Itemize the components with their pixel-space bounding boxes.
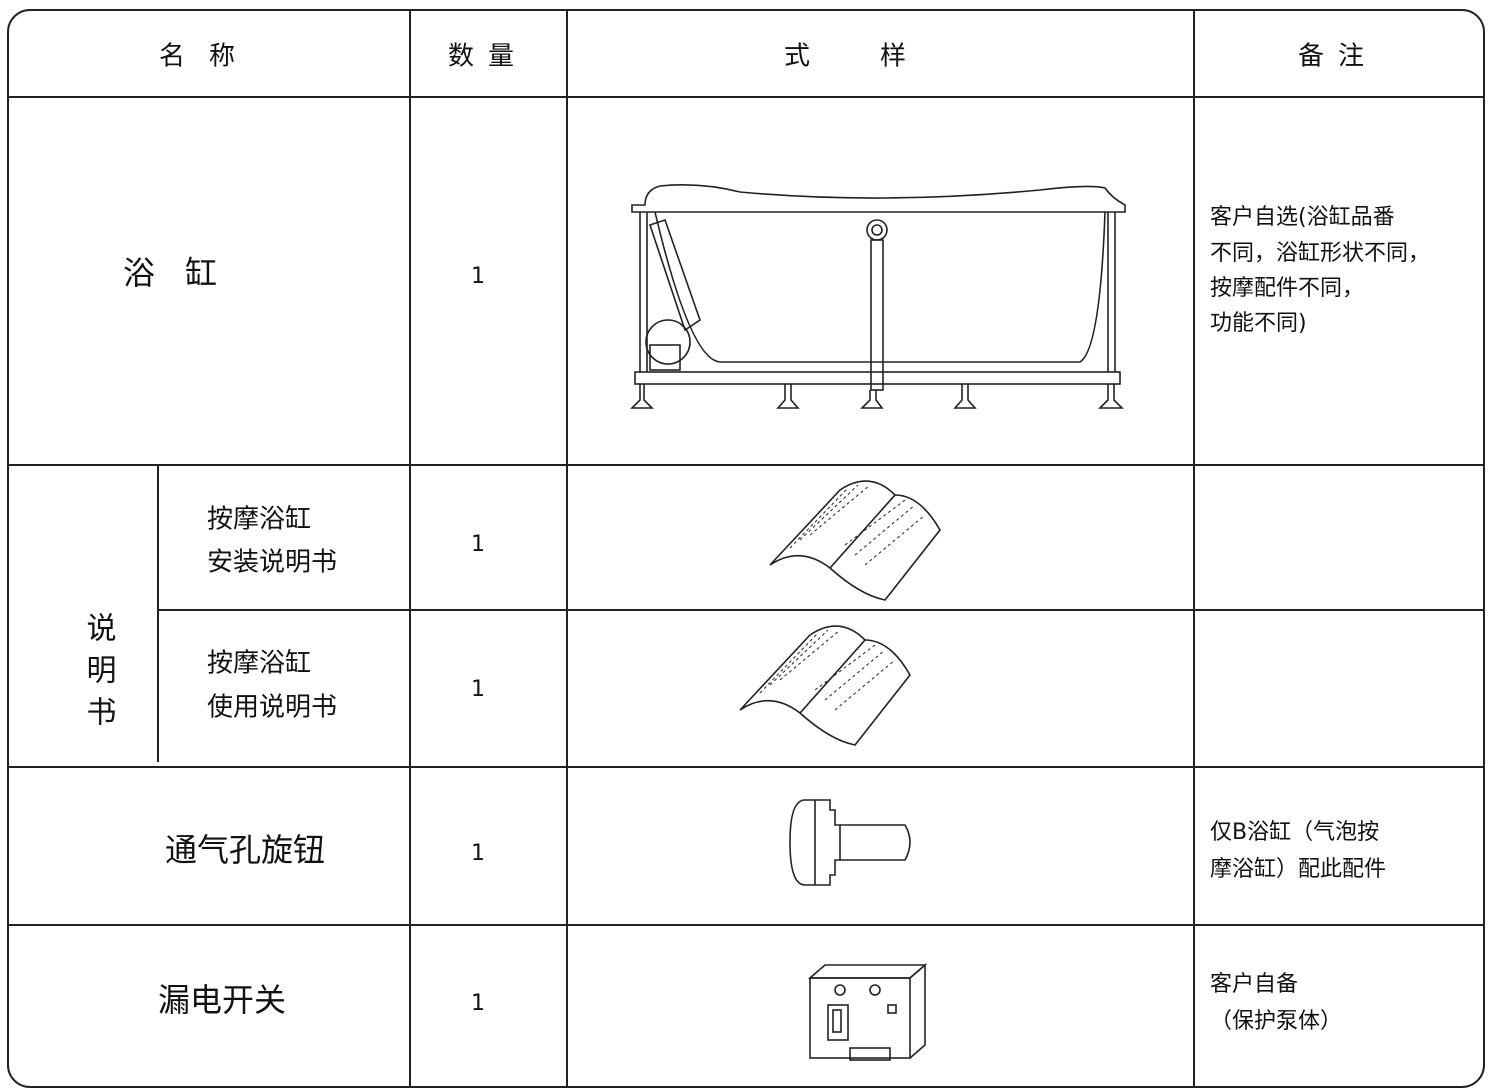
item-name: 漏电开关 xyxy=(158,981,286,1019)
bathtub-drawing xyxy=(630,184,1126,409)
item-name: 安装说明书 xyxy=(207,548,337,578)
item-name: 按摩浴缸 xyxy=(207,649,311,679)
header-cell: 式样 xyxy=(784,42,976,72)
quantity: 1 xyxy=(471,991,485,1016)
note-line: 不同，浴缸形状不同， xyxy=(1210,241,1430,266)
quantity: 1 xyxy=(471,264,485,289)
item-name: 浴缸 xyxy=(123,254,247,292)
knob-drawing xyxy=(789,799,911,886)
item-name: 使用说明书 xyxy=(207,693,337,723)
header-cell: 备注 xyxy=(1298,42,1378,72)
note-line: 摩浴缸）配此配件 xyxy=(1210,857,1386,882)
manual-drawing xyxy=(769,480,941,601)
quantity: 1 xyxy=(471,532,485,557)
quantity: 1 xyxy=(471,841,485,866)
feet xyxy=(630,384,1124,409)
note-line: （保护泵体） xyxy=(1210,1009,1342,1034)
note-line: 按摩配件不同， xyxy=(1210,276,1364,301)
breaker-drawing xyxy=(807,963,928,1061)
quantity: 1 xyxy=(471,677,485,702)
note-line: 客户自选(浴缸品番 xyxy=(1210,205,1395,230)
item-name: 通气孔旋钮 xyxy=(165,831,325,869)
group-name: 说明书 xyxy=(81,612,116,738)
manual-drawing xyxy=(739,625,911,746)
note-line: 仅B浴缸（气泡按 xyxy=(1210,820,1379,845)
header-cell: 数量 xyxy=(448,42,528,72)
header-cell: 名称 xyxy=(159,42,259,72)
note-line: 客户自备 xyxy=(1210,972,1298,997)
item-name: 按摩浴缸 xyxy=(207,505,311,535)
note-line: 功能不同) xyxy=(1210,311,1307,336)
table-grid xyxy=(7,9,1485,1088)
